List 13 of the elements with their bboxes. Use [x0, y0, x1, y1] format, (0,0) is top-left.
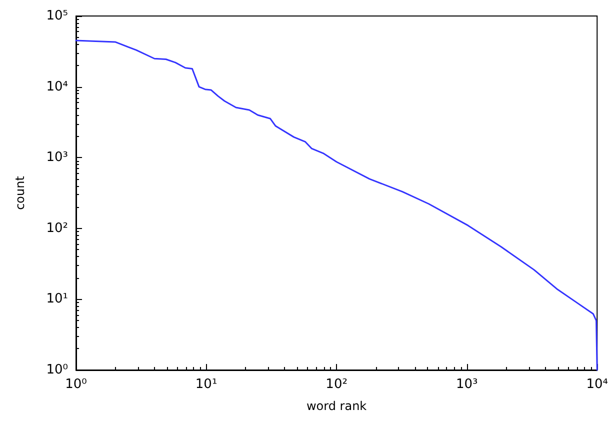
y-tick-label: 10⁴ [46, 79, 68, 94]
y-tick-label: 10⁰ [46, 362, 68, 378]
y-tick-label: 10¹ [46, 292, 68, 307]
x-axis-title: word rank [306, 399, 367, 413]
y-axis-title: count [13, 176, 27, 210]
x-tick-label: 10⁰ [65, 377, 87, 392]
x-tick-label: 10² [326, 377, 348, 392]
y-tick-label: 10² [46, 220, 68, 236]
x-tick-label: 10⁴ [586, 377, 608, 392]
y-tick-label: 10³ [46, 150, 68, 166]
x-tick-label: 10¹ [195, 377, 218, 392]
y-tick-label: 10⁵ [46, 8, 68, 24]
x-tick-label: 10³ [456, 377, 478, 392]
